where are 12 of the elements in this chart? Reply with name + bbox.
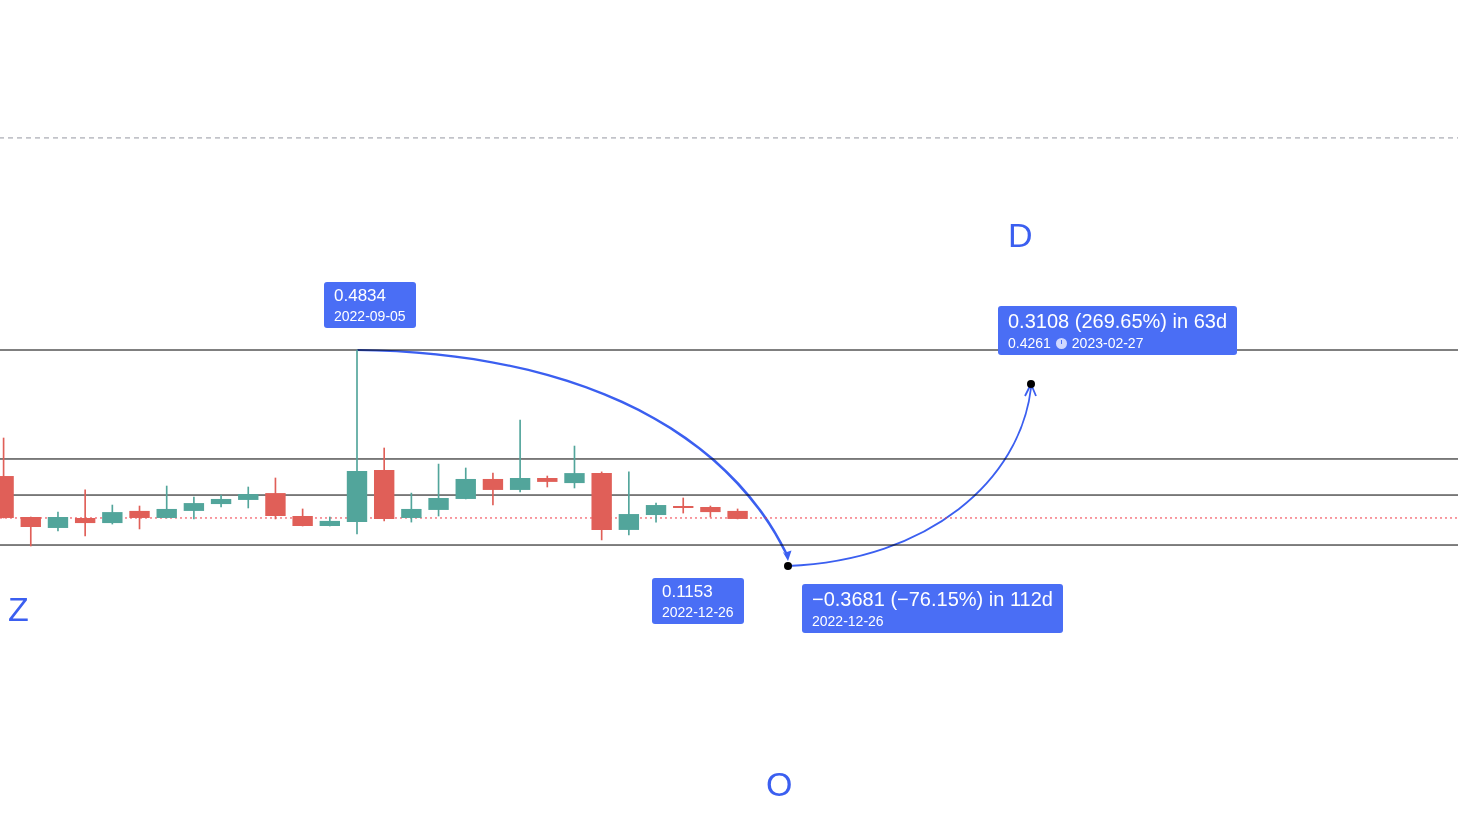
annotation: 0.4261 xyxy=(1008,335,1051,351)
text: 0.3108 (269.65%) in 63d xyxy=(1008,310,1228,333)
text: 0.1153 xyxy=(662,582,714,602)
text: D xyxy=(1008,216,1033,255)
annotation: 2023-02-27 xyxy=(1071,335,1144,351)
text: 2022-09-05 xyxy=(334,308,406,324)
text: Z xyxy=(8,590,29,629)
text: 0.4834 xyxy=(334,286,387,306)
text: O xyxy=(766,765,793,804)
text: 2022-12-26 xyxy=(662,604,734,620)
text: −0.3681 (−76.15%) in 112d xyxy=(812,588,1053,611)
text: 2022-12-26 xyxy=(812,613,884,629)
